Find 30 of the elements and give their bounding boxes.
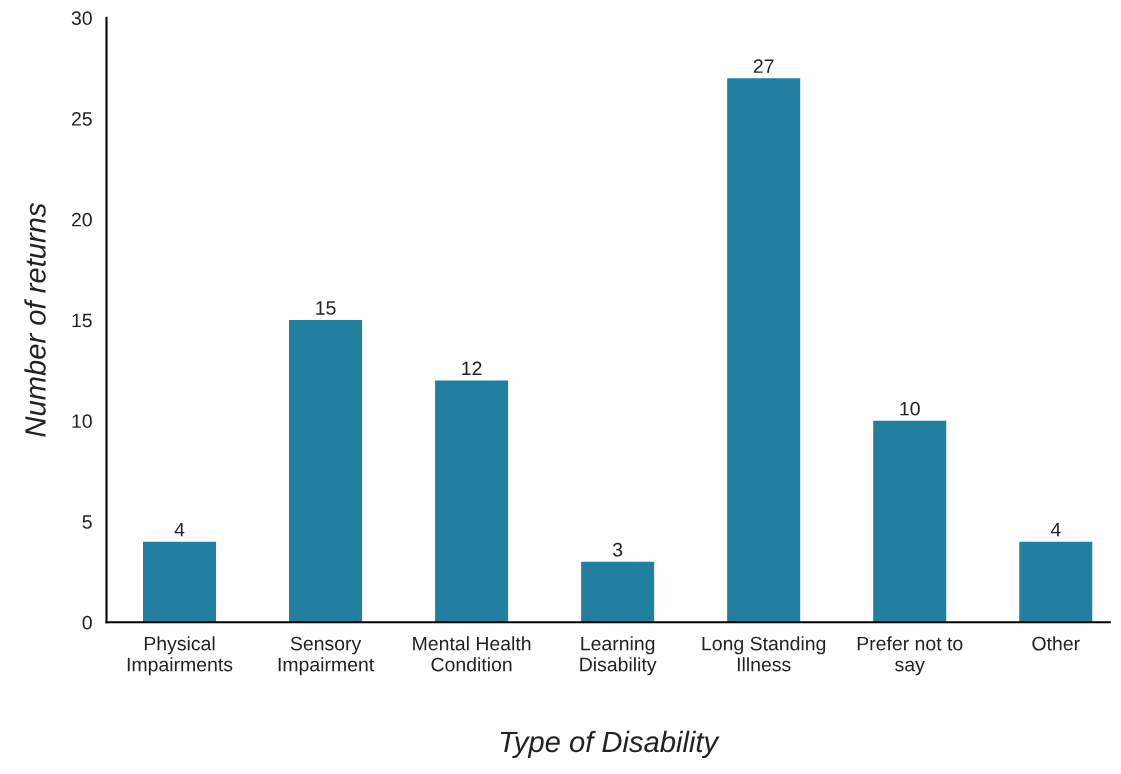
data-label: 4	[174, 522, 185, 537]
data-label: 12	[462, 361, 482, 376]
y-tick-label: 25	[71, 112, 92, 126]
bar	[289, 320, 363, 623]
data-label: 10	[900, 401, 920, 416]
bar	[727, 78, 801, 623]
data-label: 4	[1050, 522, 1061, 537]
data-label: 27	[753, 59, 774, 73]
data-label: 3	[612, 542, 623, 557]
bar	[143, 541, 217, 623]
y-tick-label: 5	[82, 515, 92, 529]
y-tick-label: 15	[72, 313, 92, 328]
data-label: 15	[316, 301, 336, 315]
bar	[873, 420, 947, 623]
x-tick-label: Physical Impairments	[127, 636, 233, 676]
bar	[1019, 541, 1093, 623]
x-tick-label: Sensory Impairment	[278, 636, 375, 676]
x-tick-label: Other	[1032, 636, 1080, 651]
bar	[581, 561, 655, 623]
y-axis-title: Number of returns	[24, 203, 46, 437]
bar	[435, 380, 509, 623]
x-axis-title: Type of Disability	[500, 730, 720, 758]
y-tick-label: 0	[82, 615, 92, 630]
y-tick-label: 20	[71, 212, 92, 227]
x-tick-label: Prefer not to say	[857, 636, 963, 676]
x-tick-label: Learning Disability	[580, 636, 657, 676]
y-tick-label: 30	[71, 11, 92, 26]
x-tick-label: Long Standing Illness	[702, 636, 826, 672]
x-tick-label: Mental Health Condition	[413, 636, 531, 672]
y-tick-label: 10	[72, 414, 92, 429]
